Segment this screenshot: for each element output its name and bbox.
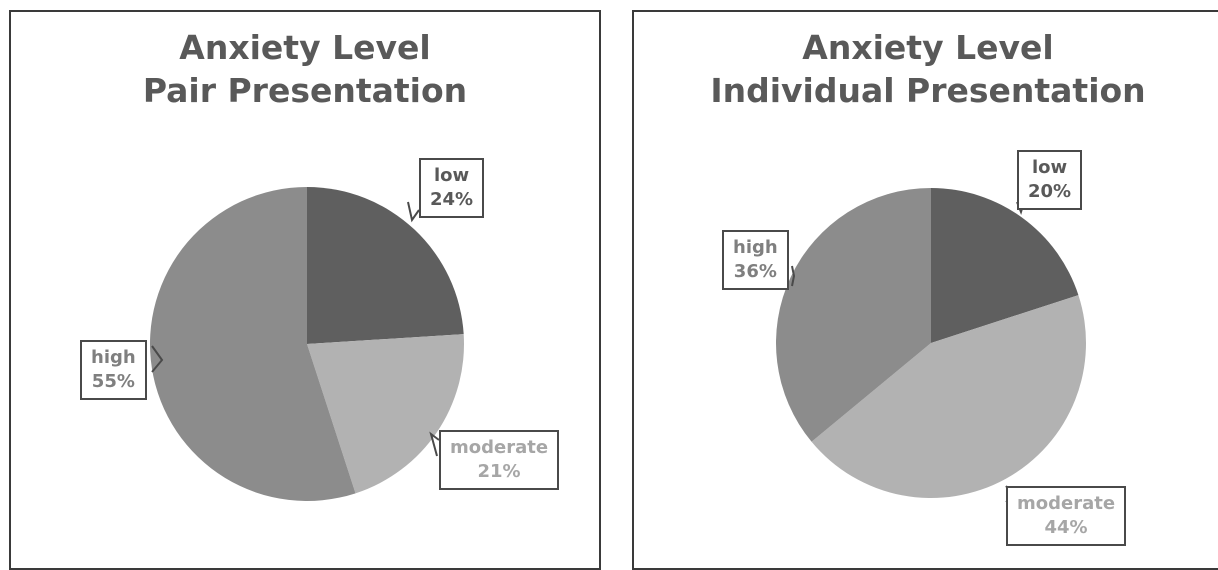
- data-label-low: low 24%: [419, 158, 485, 218]
- callout-tail-moderate: [429, 431, 440, 457]
- data-label-high: high 55%: [80, 340, 147, 400]
- data-label-value: 20%: [1028, 181, 1072, 202]
- data-label-category: moderate: [450, 437, 549, 458]
- chart-title: Anxiety Level Individual Presentation: [634, 26, 1218, 112]
- pie-slice-high: [150, 187, 356, 501]
- chart-title-line-1: Anxiety Level: [802, 28, 1054, 67]
- callout-tail-low: [407, 201, 420, 223]
- data-label-value: 21%: [477, 461, 521, 482]
- data-label-value: 36%: [733, 261, 777, 282]
- data-label-category: high: [733, 237, 778, 258]
- pie-slice-low: [307, 187, 464, 344]
- data-label-high: high 36%: [722, 230, 789, 290]
- pie-slice-high: [776, 188, 931, 442]
- chart-title-line-2: Individual Presentation: [710, 71, 1146, 110]
- callout-tail-high: [151, 345, 164, 373]
- pie-plot: [776, 188, 1086, 503]
- pie-slice-moderate: [811, 295, 1086, 498]
- data-label-category: high: [91, 347, 136, 368]
- pie-chart-pair: Anxiety Level Pair Presentation low 24% mo…: [9, 10, 601, 570]
- pie-chart-individual: Anxiety Level Individual Presentation lo…: [632, 10, 1218, 570]
- data-label-moderate: moderate 44%: [1006, 486, 1127, 546]
- pie-slice-moderate: [307, 334, 464, 494]
- data-label-category: low: [433, 165, 470, 186]
- data-label-value: 55%: [91, 371, 135, 392]
- data-label-value: 24%: [430, 189, 474, 210]
- data-label-value: 44%: [1044, 517, 1088, 538]
- data-label-moderate: moderate 21%: [439, 430, 560, 490]
- data-label-category: low: [1031, 157, 1068, 178]
- callout-tail-high: [791, 265, 796, 287]
- pie-slice-low: [931, 188, 1079, 343]
- data-label-low: low 20%: [1017, 150, 1083, 210]
- chart-title: Anxiety Level Pair Presentation: [11, 26, 599, 112]
- chart-title-line-1: Anxiety Level: [179, 28, 431, 67]
- chart-title-line-2: Pair Presentation: [142, 71, 468, 110]
- pie-plot: [150, 187, 464, 501]
- data-label-category: moderate: [1017, 493, 1116, 514]
